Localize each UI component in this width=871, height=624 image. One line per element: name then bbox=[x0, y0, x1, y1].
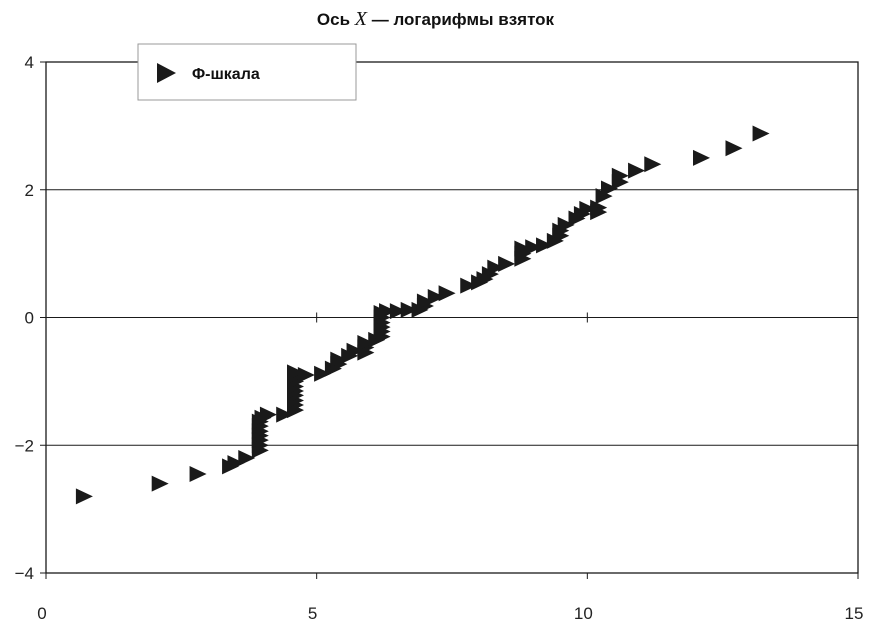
legend-marker-icon bbox=[157, 63, 176, 83]
data-point bbox=[189, 465, 207, 482]
data-point bbox=[297, 366, 315, 383]
data-point bbox=[259, 406, 277, 423]
title-suffix: — логарифмы взяток bbox=[371, 10, 555, 29]
title-prefix: Ось bbox=[316, 10, 351, 29]
data-point bbox=[400, 301, 418, 318]
data-point bbox=[379, 303, 397, 320]
data-point bbox=[75, 488, 93, 505]
x-tick-label: 10 bbox=[574, 604, 593, 623]
data-point bbox=[487, 259, 505, 276]
data-point bbox=[536, 237, 554, 254]
title-variable: X bbox=[354, 8, 367, 30]
x-tick-label: 5 bbox=[308, 604, 317, 623]
x-tick-label: 0 bbox=[37, 604, 46, 623]
data-point bbox=[357, 335, 375, 352]
data-point bbox=[498, 255, 516, 272]
data-point bbox=[514, 240, 532, 257]
data-point bbox=[752, 125, 770, 142]
data-point bbox=[276, 406, 294, 423]
data-point bbox=[693, 149, 711, 166]
axis-ticks: 4 2 0 −2 −4 0 5 10 15 bbox=[15, 53, 864, 623]
data-point bbox=[611, 167, 629, 184]
y-tick-label: −2 bbox=[15, 436, 34, 455]
data-point bbox=[416, 293, 434, 310]
y-tick-label: 0 bbox=[25, 309, 34, 328]
data-point bbox=[238, 450, 256, 467]
legend-label: Φ-шкала bbox=[192, 66, 260, 83]
data-point bbox=[628, 162, 646, 179]
data-point bbox=[227, 455, 245, 472]
y-tick-label: 4 bbox=[25, 53, 34, 72]
data-point bbox=[460, 277, 478, 294]
data-point bbox=[427, 289, 445, 306]
data-point bbox=[330, 351, 348, 368]
data-point bbox=[600, 180, 618, 197]
data-point bbox=[644, 156, 662, 173]
legend: Φ-шкала bbox=[137, 43, 357, 101]
data-points bbox=[75, 125, 770, 505]
y-tick-label: 2 bbox=[25, 181, 34, 200]
y-tick-label: −4 bbox=[15, 564, 34, 583]
data-point bbox=[438, 285, 456, 302]
data-point bbox=[389, 303, 407, 320]
data-point bbox=[579, 200, 597, 217]
data-point bbox=[725, 140, 743, 157]
data-point bbox=[151, 475, 169, 492]
x-tick-label: 15 bbox=[845, 604, 864, 623]
legend-box bbox=[137, 43, 357, 101]
chart-title: Ось X — логарифмы взяток bbox=[0, 8, 871, 31]
data-point bbox=[595, 188, 613, 205]
data-point bbox=[590, 204, 608, 221]
data-point bbox=[346, 342, 364, 359]
data-point bbox=[557, 216, 575, 233]
data-point bbox=[287, 364, 305, 381]
data-point bbox=[314, 365, 332, 382]
data-point bbox=[525, 239, 543, 256]
gridlines bbox=[46, 61, 858, 574]
